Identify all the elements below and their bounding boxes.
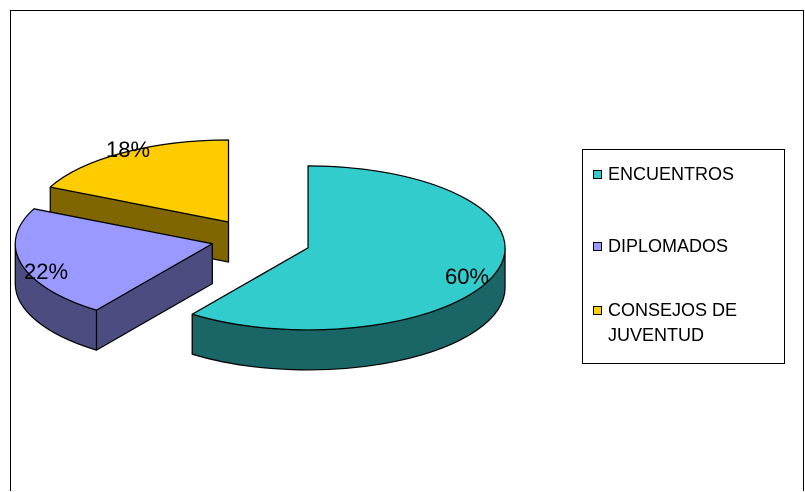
legend-label-consejos: CONSEJOS DE JUVENTUD <box>608 300 738 345</box>
legend-swatch-diplomados <box>593 242 602 251</box>
chart-area: 60% 22% 18% ENCUENTROS DIPLOMADOS CONSEJOS… <box>10 10 804 491</box>
pie-label-encuentros: 60% <box>445 264 489 289</box>
pie-label-consejos-de-juventud: 18% <box>106 137 150 162</box>
pie-chart: 60% 22% 18% <box>14 137 506 371</box>
legend-item-diplomados: DIPLOMADOS <box>593 234 778 259</box>
pie-slice-diplomados <box>14 208 213 311</box>
chart-legend: ENCUENTROS DIPLOMADOS CONSEJOS DE JUVENT… <box>582 149 785 364</box>
pie-slice-consejos-de-juventud <box>49 139 230 223</box>
legend-swatch-encuentros <box>593 170 602 179</box>
legend-item-encuentros: ENCUENTROS <box>593 162 778 187</box>
legend-label-encuentros: ENCUENTROS <box>608 164 735 184</box>
legend-item-consejos: CONSEJOS DE JUVENTUD <box>593 298 778 348</box>
legend-label-diplomados: DIPLOMADOS <box>608 236 729 256</box>
pie-label-diplomados: 22% <box>24 259 68 284</box>
legend-swatch-consejos <box>593 306 602 315</box>
pie-slice-encuentros <box>191 165 506 331</box>
